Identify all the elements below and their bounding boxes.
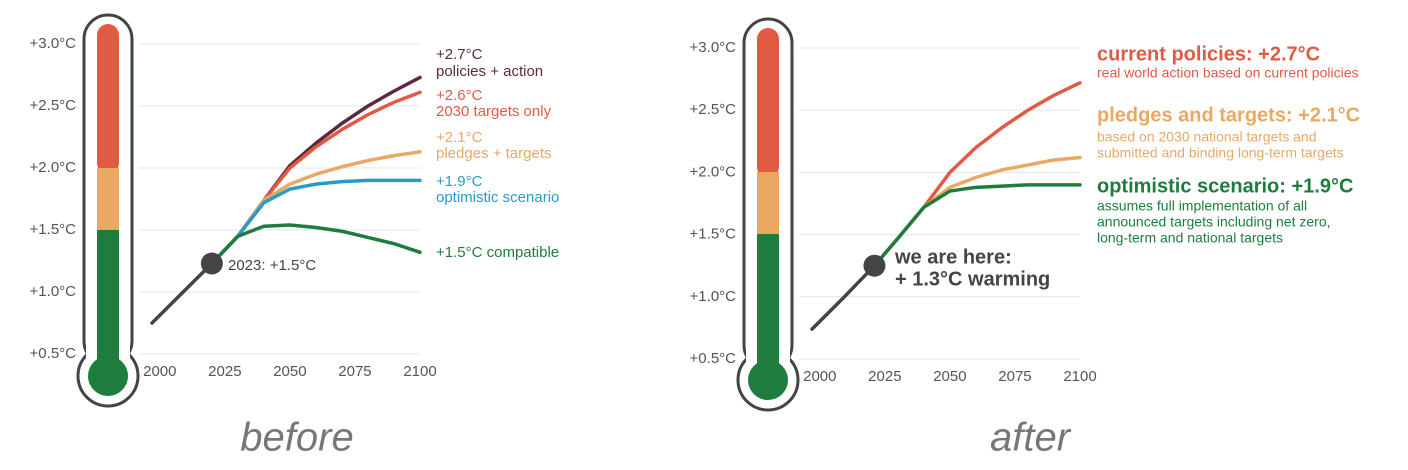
- annotation: + 1.3°C warming: [895, 268, 1050, 290]
- series-line: [210, 90, 422, 266]
- value-label: +2.7°C: [436, 46, 483, 63]
- series-line: [210, 178, 422, 266]
- x-tick-label: 2100: [1063, 368, 1096, 385]
- annotation: 2023: +1.5°C: [228, 257, 316, 274]
- series-label: +1.5°C compatible: [436, 244, 559, 261]
- y-tick-label: +0.5°C: [30, 345, 77, 362]
- value-label: +1.9°C: [436, 173, 483, 190]
- series-label: current policies: +2.7°C: [1097, 43, 1320, 65]
- series-description: assumes full implementation of all: [1097, 198, 1307, 214]
- y-tick-label: +2.0°C: [30, 159, 77, 176]
- y-tick-label: +1.5°C: [30, 221, 77, 238]
- x-tick-label: 2000: [143, 363, 176, 380]
- series-description: announced targets including net zero,: [1097, 214, 1331, 230]
- x-tick-label: 2050: [273, 363, 306, 380]
- annotation: we are here:: [894, 246, 1012, 268]
- y-tick-label: +3.0°C: [30, 35, 77, 52]
- series-line: [150, 261, 214, 325]
- y-tick-label: +1.0°C: [30, 283, 77, 300]
- y-tick-label: +3.0°C: [690, 39, 737, 56]
- x-tick-label: 2025: [868, 368, 901, 385]
- series-line: [210, 150, 422, 266]
- y-tick-label: +1.0°C: [690, 288, 737, 305]
- series-line: [872, 183, 1082, 268]
- x-tick-label: 2075: [338, 363, 371, 380]
- series-description: based on 2030 national targets and: [1097, 129, 1317, 145]
- series-line: [810, 263, 877, 331]
- x-tick-label: 2050: [933, 368, 966, 385]
- y-tick-label: +0.5°C: [690, 350, 737, 367]
- current-point: [863, 254, 886, 277]
- thermometer: [76, 13, 140, 408]
- current-point: [200, 252, 223, 275]
- series-label: pledges + targets: [436, 145, 552, 162]
- series-description: long-term and national targets: [1097, 230, 1283, 246]
- caption: after: [990, 416, 1072, 460]
- series-line: [210, 223, 422, 266]
- x-tick-label: 2100: [403, 363, 436, 380]
- x-tick-label: 2025: [208, 363, 241, 380]
- caption: before: [240, 416, 353, 460]
- series-label: optimistic scenario: [436, 189, 559, 206]
- value-label: +2.6°C: [436, 87, 483, 104]
- x-tick-label: 2075: [998, 368, 1031, 385]
- series-label: optimistic scenario: +1.9°C: [1097, 175, 1353, 197]
- series-description: submitted and binding long-term targets: [1097, 145, 1344, 161]
- y-tick-label: +2.5°C: [690, 101, 737, 118]
- y-tick-label: +2.5°C: [30, 97, 77, 114]
- y-tick-label: +1.5°C: [690, 226, 737, 243]
- series-description: real world action based on current polic…: [1097, 65, 1358, 81]
- series-label: 2030 targets only: [436, 103, 552, 120]
- series-label: pledges and targets: +2.1°C: [1097, 104, 1360, 126]
- x-tick-label: 2000: [803, 368, 836, 385]
- thermometer: [736, 17, 800, 412]
- value-label: +2.1°C: [436, 129, 483, 146]
- series-label: policies + action: [436, 63, 543, 80]
- y-tick-label: +2.0°C: [690, 163, 737, 180]
